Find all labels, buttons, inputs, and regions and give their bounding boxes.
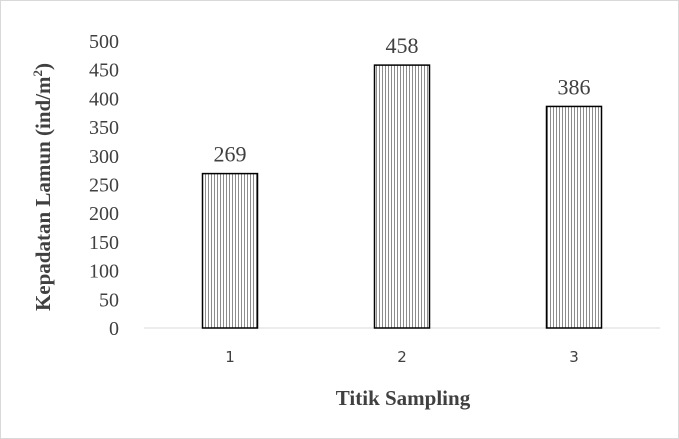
x-axis-tick-labels: 1 2 3 xyxy=(225,348,579,366)
y-axis-title-closing: ) xyxy=(31,63,55,70)
x-tick-label: 1 xyxy=(225,348,235,366)
y-tick-label: 100 xyxy=(89,261,119,283)
y-tick-label: 150 xyxy=(89,232,119,254)
data-label: 458 xyxy=(386,33,419,58)
bar xyxy=(373,64,431,329)
x-tick-label: 3 xyxy=(569,348,579,366)
bar xyxy=(545,105,603,329)
y-tick-label: 450 xyxy=(89,60,119,82)
y-axis-tick-labels: 0 50 100 150 200 250 300 350 400 450 500 xyxy=(89,31,119,340)
bars xyxy=(201,64,603,329)
y-tick-label: 300 xyxy=(89,146,119,168)
data-label: 269 xyxy=(214,142,247,167)
y-tick-label: 250 xyxy=(89,175,119,197)
y-tick-label: 0 xyxy=(109,318,119,340)
x-axis-title: Titik Sampling xyxy=(336,386,471,410)
data-label: 386 xyxy=(558,74,591,99)
y-tick-label: 400 xyxy=(89,88,119,110)
y-tick-label: 200 xyxy=(89,203,119,225)
y-tick-label: 50 xyxy=(99,289,119,311)
x-tick-label: 2 xyxy=(397,348,407,366)
y-tick-label: 350 xyxy=(89,117,119,139)
y-axis-title-superscript: 2 xyxy=(30,70,45,77)
y-axis-title-main: Kepadatan Lamun (ind/m xyxy=(31,76,55,311)
bar xyxy=(201,172,259,329)
data-labels: 269 458 386 xyxy=(214,33,591,166)
y-axis-title: Kepadatan Lamun (ind/m2) xyxy=(30,63,55,311)
y-tick-label: 500 xyxy=(89,31,119,53)
